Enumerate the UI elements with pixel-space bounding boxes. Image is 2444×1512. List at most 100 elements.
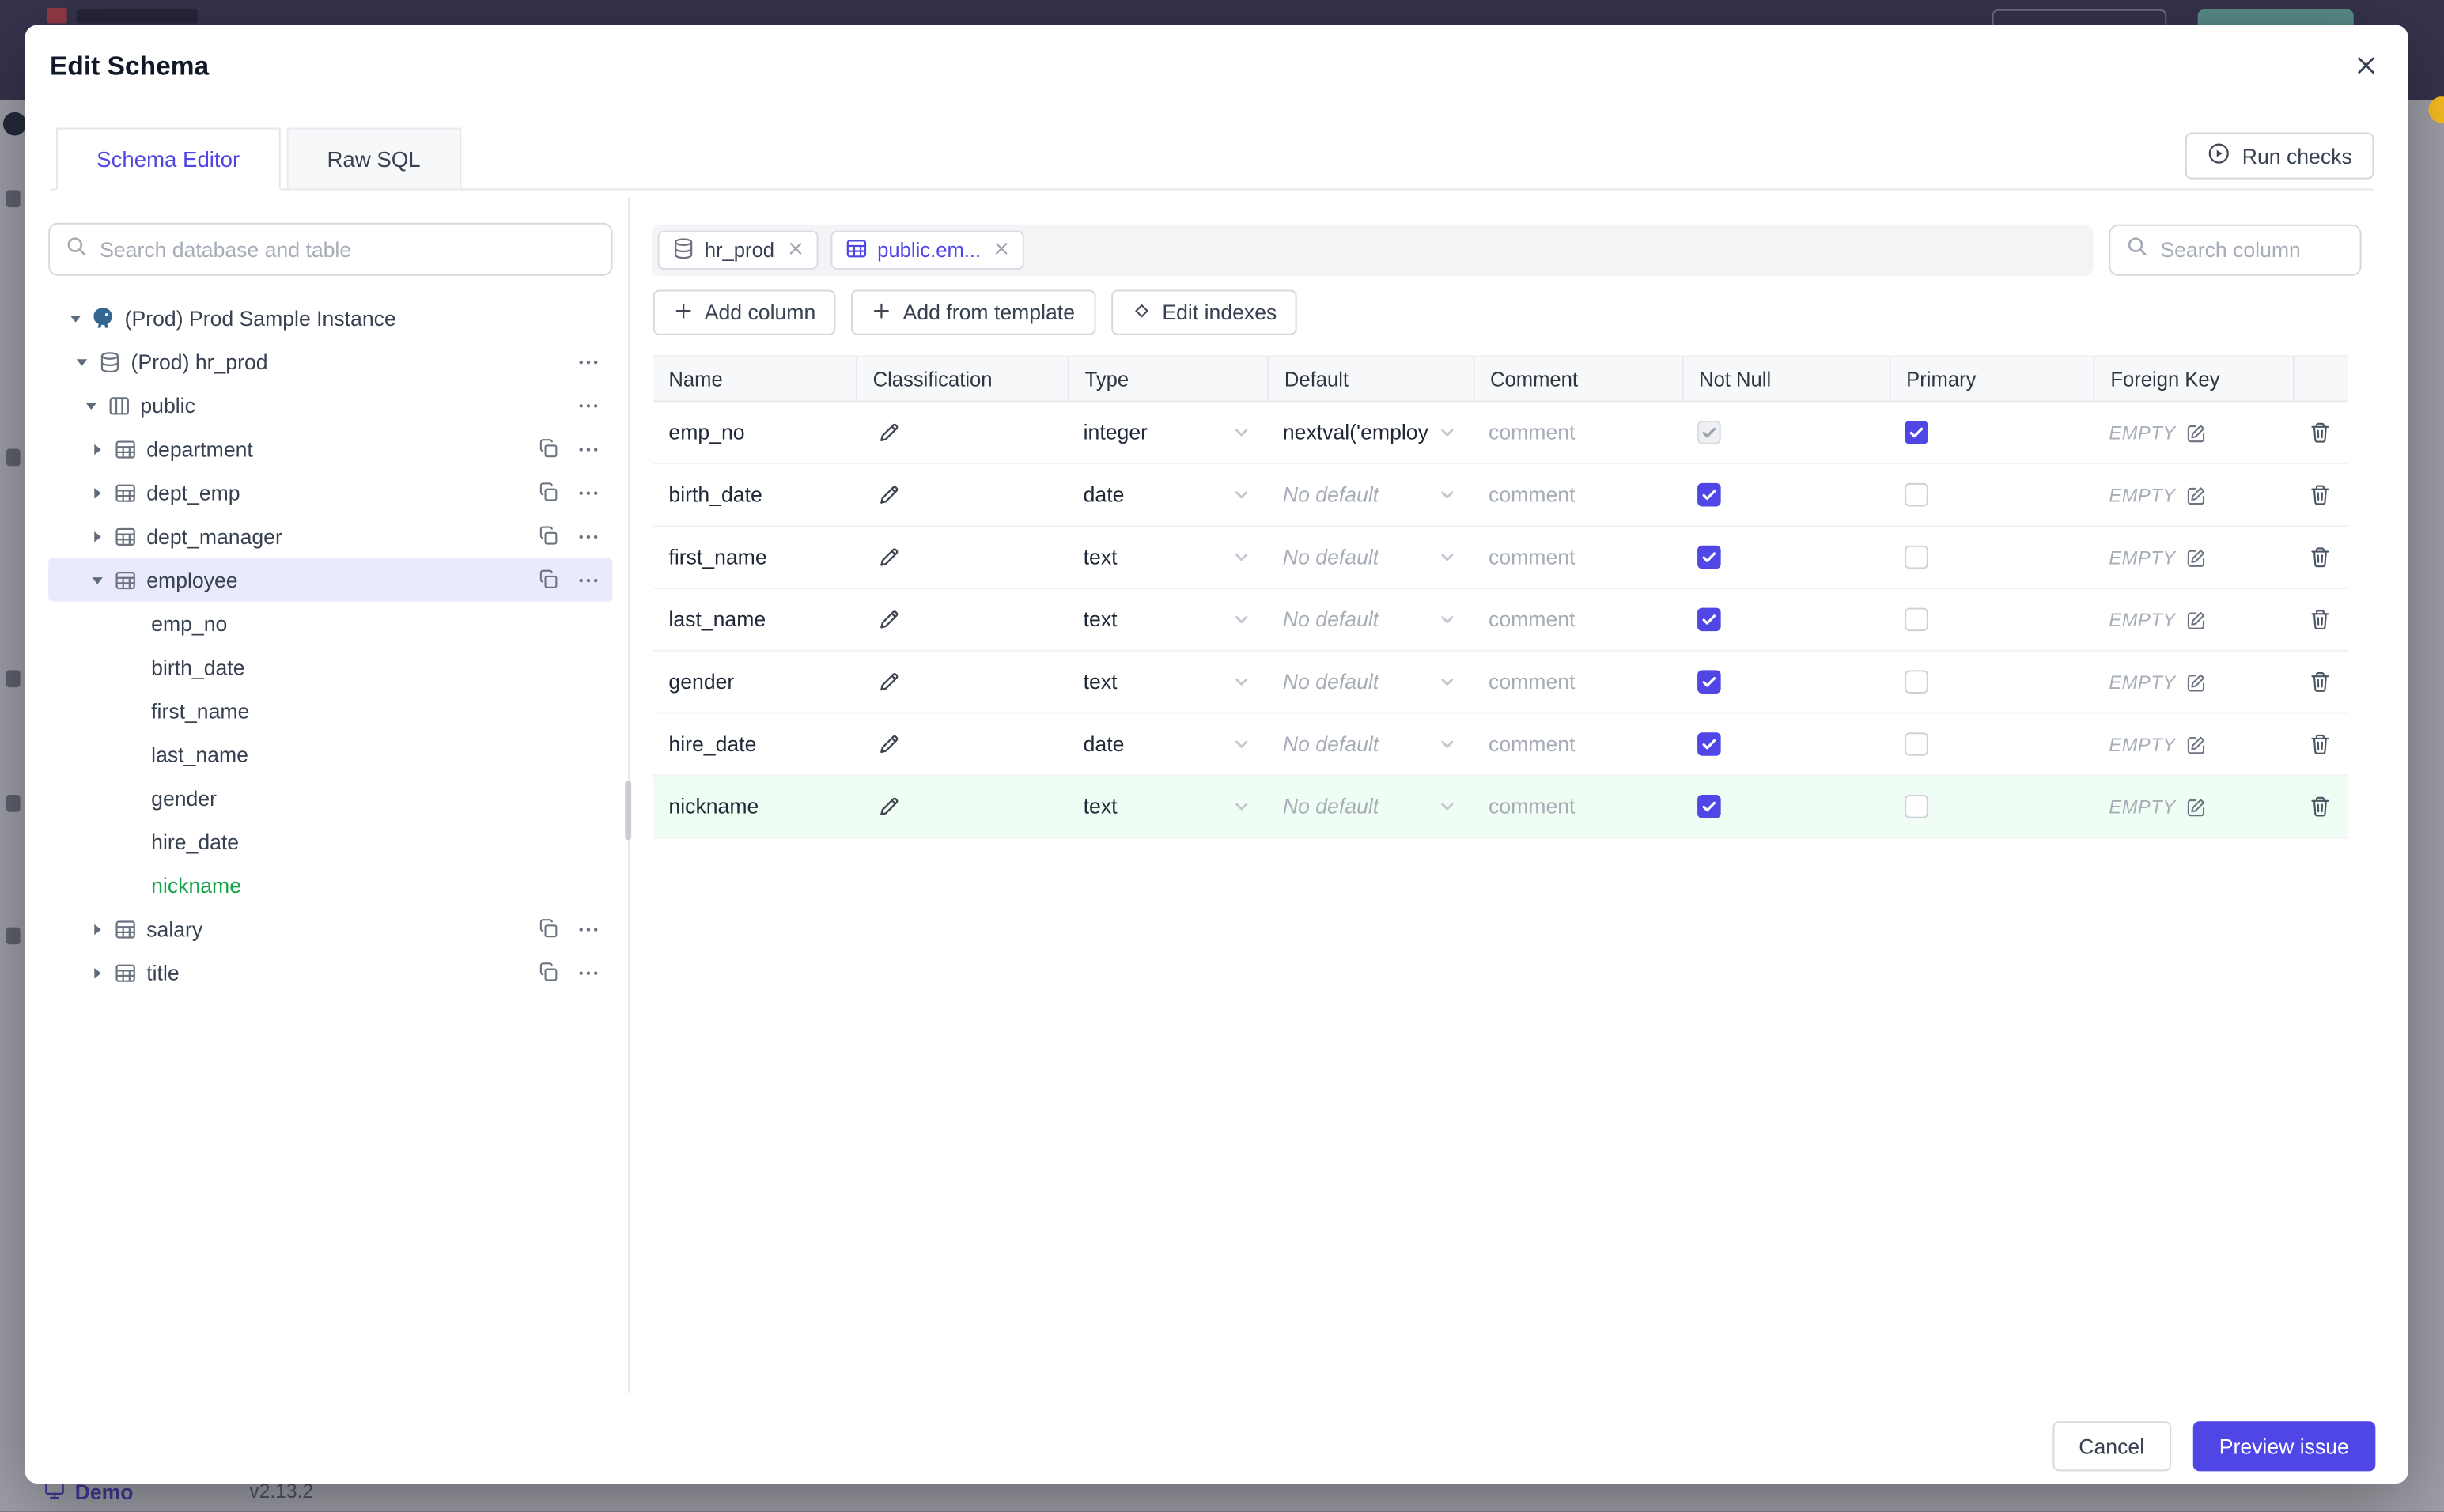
more-actions-icon[interactable] (577, 350, 600, 373)
caret-down-icon[interactable] (74, 354, 89, 369)
tab-chip-hr-prod[interactable]: hr_prod (657, 230, 819, 270)
edit-indexes-button[interactable]: Edit indexes (1110, 289, 1297, 335)
column-name-field[interactable]: birth_date (668, 482, 762, 507)
column-name-field[interactable]: gender (668, 670, 735, 694)
type-select[interactable]: text (1068, 776, 1267, 837)
edit-foreign-key-icon[interactable] (2185, 796, 2208, 818)
copy-table-icon[interactable] (538, 962, 560, 984)
assistant-button[interactable] (2428, 96, 2444, 123)
column-name-field[interactable]: hire_date (668, 732, 757, 756)
primary-checkbox[interactable] (1905, 482, 1928, 507)
comment-input[interactable]: comment (1489, 732, 1576, 756)
demo-link[interactable]: Demo (44, 1479, 134, 1506)
panel-resize-handle[interactable] (625, 781, 632, 841)
tab-chip-public-employee[interactable]: public.em... (830, 230, 1025, 270)
default-select[interactable]: nextval('employ (1267, 402, 1473, 463)
primary-checkbox[interactable] (1905, 795, 1928, 818)
caret-down-icon[interactable] (82, 399, 98, 413)
column-name-field[interactable]: last_name (668, 607, 766, 632)
default-select[interactable]: No default (1267, 589, 1473, 650)
tree-item-prod-prod-sample-instance[interactable]: (Prod) Prod Sample Instance (48, 296, 612, 339)
close-dialog-button[interactable] (2343, 45, 2389, 92)
comment-input[interactable]: comment (1489, 421, 1576, 444)
more-actions-icon[interactable] (577, 437, 600, 461)
edit-foreign-key-icon[interactable] (2185, 484, 2208, 506)
comment-input[interactable]: comment (1489, 545, 1576, 569)
copy-table-icon[interactable] (538, 438, 560, 460)
delete-column-icon[interactable] (2309, 795, 2332, 818)
default-select[interactable]: No default (1267, 464, 1473, 525)
tree-item-title[interactable]: title (48, 951, 612, 994)
tree-item-birth-date[interactable]: birth_date (48, 645, 612, 689)
default-select[interactable]: No default (1267, 652, 1473, 713)
tab-raw-sql[interactable]: Raw SQL (286, 127, 461, 191)
close-chip-icon[interactable] (990, 236, 1014, 265)
more-actions-icon[interactable] (577, 524, 600, 548)
copy-table-icon[interactable] (538, 569, 560, 591)
not-null-checkbox[interactable] (1697, 482, 1721, 507)
default-select[interactable]: No default (1267, 714, 1473, 775)
column-name-field[interactable]: first_name (668, 545, 767, 569)
delete-column-icon[interactable] (2309, 421, 2332, 444)
preview-issue-button[interactable]: Preview issue (2192, 1421, 2376, 1472)
not-null-checkbox[interactable] (1697, 545, 1721, 569)
type-select[interactable]: date (1068, 464, 1267, 525)
tree-item-dept-emp[interactable]: dept_emp (48, 471, 612, 514)
close-chip-icon[interactable] (784, 236, 808, 265)
column-name-field[interactable]: emp_no (668, 421, 745, 444)
column-search-input[interactable] (2160, 238, 2344, 263)
type-select[interactable]: text (1068, 589, 1267, 650)
caret-right-icon[interactable] (89, 442, 104, 456)
delete-column-icon[interactable] (2309, 483, 2332, 507)
primary-checkbox[interactable] (1905, 607, 1928, 632)
more-actions-icon[interactable] (577, 917, 600, 941)
tree-item-first-name[interactable]: first_name (48, 689, 612, 732)
tree-item-public[interactable]: public (48, 384, 612, 427)
copy-table-icon[interactable] (538, 482, 560, 504)
tree-item-emp-no[interactable]: emp_no (48, 602, 612, 645)
database-search-input[interactable] (100, 237, 596, 262)
more-actions-icon[interactable] (577, 481, 600, 505)
tree-item-hire-date[interactable]: hire_date (48, 820, 612, 864)
copy-table-icon[interactable] (538, 525, 560, 547)
cancel-button[interactable]: Cancel (2052, 1421, 2171, 1472)
classification-edit-icon[interactable] (878, 483, 902, 507)
type-select[interactable]: integer (1068, 402, 1267, 463)
caret-right-icon[interactable] (89, 486, 104, 500)
comment-input[interactable]: comment (1489, 795, 1576, 818)
type-select[interactable]: date (1068, 714, 1267, 775)
more-actions-icon[interactable] (577, 961, 600, 985)
comment-input[interactable]: comment (1489, 482, 1576, 507)
delete-column-icon[interactable] (2309, 732, 2332, 756)
primary-checkbox[interactable] (1905, 545, 1928, 569)
delete-column-icon[interactable] (2309, 608, 2332, 632)
comment-input[interactable]: comment (1489, 670, 1576, 694)
add-column-button[interactable]: Add column (653, 289, 836, 335)
not-null-checkbox[interactable] (1697, 607, 1721, 632)
default-select[interactable]: No default (1267, 776, 1473, 837)
tree-item-department[interactable]: department (48, 427, 612, 471)
edit-foreign-key-icon[interactable] (2185, 671, 2208, 693)
classification-edit-icon[interactable] (878, 670, 902, 694)
classification-edit-icon[interactable] (878, 421, 902, 444)
type-select[interactable]: text (1068, 527, 1267, 588)
comment-input[interactable]: comment (1489, 607, 1576, 632)
add-from-template-button[interactable]: Add from template (851, 289, 1095, 335)
not-null-checkbox[interactable] (1697, 795, 1721, 818)
copy-table-icon[interactable] (538, 918, 560, 940)
delete-column-icon[interactable] (2309, 546, 2332, 569)
primary-checkbox[interactable] (1905, 421, 1928, 444)
tree-item-salary[interactable]: salary (48, 907, 612, 951)
tab-schema-editor[interactable]: Schema Editor (55, 127, 281, 191)
delete-column-icon[interactable] (2309, 670, 2332, 694)
not-null-checkbox[interactable] (1697, 670, 1721, 694)
primary-checkbox[interactable] (1905, 732, 1928, 756)
tree-item-last-name[interactable]: last_name (48, 732, 612, 776)
classification-edit-icon[interactable] (878, 732, 902, 756)
tree-item-prod-hr-prod[interactable]: (Prod) hr_prod (48, 340, 612, 384)
tree-item-employee[interactable]: employee (48, 558, 613, 602)
caret-down-icon[interactable] (89, 573, 104, 587)
edit-foreign-key-icon[interactable] (2185, 609, 2208, 631)
tree-item-dept-manager[interactable]: dept_manager (48, 514, 612, 558)
caret-right-icon[interactable] (89, 529, 104, 543)
